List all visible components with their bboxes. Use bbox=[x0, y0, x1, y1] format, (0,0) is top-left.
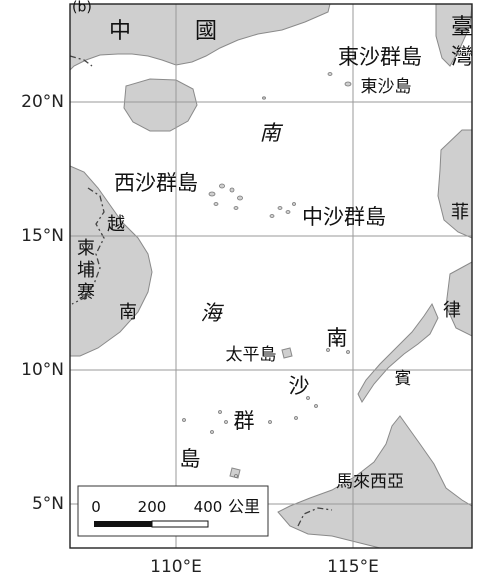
map-frame bbox=[69, 3, 473, 549]
luzon-land bbox=[437, 129, 473, 239]
china-vietnam-border bbox=[69, 55, 93, 67]
scale-tick-0: 0 bbox=[91, 498, 101, 516]
zhongsha-islet bbox=[269, 214, 275, 218]
label-dongsha-island: 東沙島 bbox=[361, 77, 412, 97]
xisha-islet bbox=[219, 183, 225, 189]
indochina-land bbox=[69, 165, 153, 357]
label-dongsha-islands: 東沙群島 bbox=[338, 45, 422, 69]
dongsha-islet bbox=[262, 96, 266, 100]
nansha-islet bbox=[182, 418, 186, 422]
scale-segment-light bbox=[151, 520, 209, 528]
hainan-land bbox=[123, 78, 198, 132]
zhongsha-islet bbox=[285, 210, 291, 214]
palawan-land bbox=[357, 302, 439, 403]
lon-label: 110°E bbox=[150, 557, 202, 577]
borneo-land bbox=[277, 415, 473, 549]
label-nansha-3: 群 bbox=[234, 409, 255, 433]
place-labels: 中 國 臺 灣 東沙群島 東沙島 南 西沙群島 中沙群島 越 南 柬 埔 寨 海… bbox=[77, 15, 473, 492]
taiping-land bbox=[281, 347, 293, 359]
nansha-islet bbox=[334, 340, 338, 344]
nansha-islet bbox=[306, 396, 310, 400]
china-land bbox=[69, 3, 331, 72]
scale-bar: 0 200 400 公里 bbox=[77, 485, 269, 537]
nansha-islet bbox=[234, 474, 238, 478]
zhongsha-islet bbox=[277, 206, 283, 210]
label-cambodia-3: 寨 bbox=[77, 282, 95, 303]
nansha-islet bbox=[218, 410, 222, 414]
nansha-islet bbox=[224, 420, 228, 424]
xisha-islet bbox=[237, 195, 243, 201]
xisha-islet bbox=[229, 187, 235, 193]
land-layer bbox=[69, 3, 473, 549]
label-cambodia-2: 埔 bbox=[77, 260, 95, 281]
graticule bbox=[70, 4, 472, 548]
label-malaysia: 馬來西亞 bbox=[336, 472, 404, 492]
label-south-sea-1: 南 bbox=[260, 121, 284, 145]
label-xisha-islands: 西沙群島 bbox=[114, 171, 198, 195]
dongsha-islet bbox=[344, 81, 352, 87]
lat-label: 10°N bbox=[21, 360, 64, 380]
label-taiwan-2: 灣 bbox=[451, 45, 473, 70]
borders-layer bbox=[69, 55, 333, 527]
scale-bar-box bbox=[77, 485, 269, 537]
zhongsha-islet bbox=[292, 202, 296, 206]
lat-label: 15°N bbox=[21, 226, 64, 246]
scale-tick-200: 200 bbox=[138, 498, 167, 516]
nansha-islet bbox=[346, 350, 350, 354]
xisha-islet bbox=[233, 206, 239, 210]
lon-label: 115°E bbox=[327, 557, 379, 577]
figure-partial-label: (b) bbox=[72, 0, 92, 16]
nansha-islet bbox=[326, 348, 330, 352]
label-vietnam-2: 南 bbox=[119, 302, 137, 323]
label-vietnam-1: 越 bbox=[107, 214, 125, 235]
label-taiping-island: 太平島 bbox=[226, 345, 277, 365]
nansha-islet bbox=[210, 430, 214, 434]
label-cambodia-1: 柬 bbox=[77, 238, 95, 259]
label-china-2: 國 bbox=[195, 19, 217, 44]
lat-label: 20°N bbox=[21, 92, 64, 112]
label-philippines-2: 律 bbox=[443, 300, 461, 321]
label-nansha-2: 沙 bbox=[289, 374, 310, 398]
label-philippines-1: 菲 bbox=[451, 202, 469, 223]
visayas-land bbox=[445, 261, 473, 337]
xisha-islet bbox=[213, 202, 219, 206]
label-sea: 海 bbox=[201, 301, 225, 325]
nansha-islet bbox=[268, 420, 272, 424]
label-philippines-3: 賓 bbox=[395, 369, 412, 389]
scale-tick-400: 400 bbox=[194, 498, 223, 516]
scale-unit: 公里 bbox=[228, 497, 260, 516]
islets-layer bbox=[182, 72, 352, 478]
nansha-islet bbox=[314, 404, 318, 408]
lat-label: 5°N bbox=[32, 494, 64, 514]
label-taiwan-1: 臺 bbox=[451, 15, 473, 40]
vietnam-cambodia-border bbox=[71, 187, 105, 305]
label-nansha-1: 南 bbox=[327, 326, 348, 350]
scale-segment-dark bbox=[94, 521, 152, 527]
nansha-islet bbox=[294, 416, 298, 420]
dongsha-islet bbox=[327, 72, 333, 76]
label-zhongsha-islands: 中沙群島 bbox=[302, 205, 386, 229]
label-nansha-4: 島 bbox=[180, 447, 201, 471]
xisha-islet bbox=[208, 191, 216, 197]
label-china-1: 中 bbox=[109, 19, 131, 44]
